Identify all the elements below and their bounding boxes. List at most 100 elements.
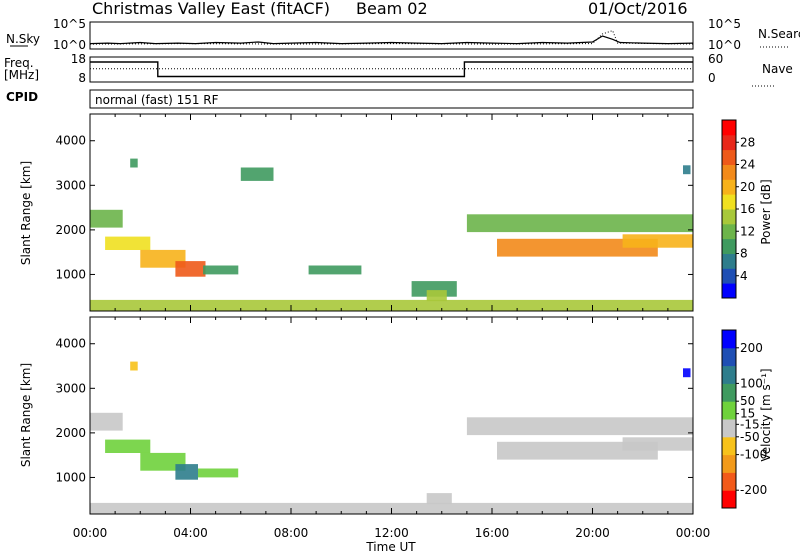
freq-left-tick-bottom: 8 [78,71,86,85]
time-tick-label: 12:00 [374,526,409,540]
power-colorbar-swatch [722,194,736,210]
time-tick-label: 00:00 [73,526,108,540]
noise-right-tick-bottom: 10^0 [708,38,741,52]
power-region [240,167,274,181]
power-panel: 1000 2000 3000 4000 Slant Range [km] 4 8 12 16… [19,113,773,312]
time-tick-label: 04:00 [173,526,208,540]
velocity-ytick-label: 2000 [55,426,86,440]
power-region [426,290,447,302]
date-title: 01/Oct/2016 [588,0,688,18]
velocity-region [683,368,691,378]
freq-left-label: Freq. [4,56,34,70]
noise-left-tick-top: 10^5 [53,17,86,31]
power-ylabel: Slant Range [km] [19,161,33,265]
power-colorbar-swatch [722,134,736,151]
power-region [683,165,691,175]
cpid-label: CPID [6,90,38,104]
beam-title: Beam 02 [356,0,428,18]
cpid-text: normal (fast) 151 RF [95,93,219,107]
velocity-colorbar-tick-label: 50 [740,394,755,408]
power-colorbar-tick-label: 4 [740,269,748,283]
power-colorbar: 4 8 12 16 20 24 28 [721,119,755,299]
time-tick-label: 16:00 [475,526,510,540]
velocity-region [105,439,151,453]
power-colorbar-tick-label: 28 [740,135,755,149]
velocity-colorbar-frame [721,329,737,509]
velocity-colorbar-tick-label: -50 [740,430,760,444]
freq-trace-freq [90,61,693,78]
velocity-ytick-label: 4000 [55,337,86,351]
freq-left-unit: [MHz] [4,68,39,82]
velocity-colorbar-tick-label: 200 [740,341,763,355]
power-heatmap [90,158,693,311]
velocity-panel: 1000 2000 3000 4000 Slant Range [km] -200 -1… [19,316,773,554]
velocity-region [130,361,138,371]
velocity-region [622,437,693,451]
freq-right-label: Nave [762,62,793,76]
power-region [466,214,693,233]
noise-panel-frame [89,21,694,50]
velocity-colorbar-label: Velocity [m s⁻¹] [759,368,773,461]
velocity-axes: 1000 2000 3000 4000 [55,317,694,514]
power-colorbar-tick-label: 24 [740,158,755,172]
power-region [175,261,206,277]
velocity-colorbar-tick-label: -100 [740,448,767,462]
power-region [308,265,362,275]
velocity-colorbar-swatch [722,419,736,438]
power-colorbar-swatch [722,223,736,240]
noise-left-tick-bottom: 10^0 [53,38,86,52]
velocity-colorbar-tick-label: -15 [740,417,760,431]
velocity-colorbar-swatch [722,490,736,509]
noise-left-label: N.Sky [6,32,40,46]
time-tick-label: 20:00 [575,526,610,540]
noise-right-tick-top: 10^5 [708,17,741,31]
power-panel-frame [89,113,694,312]
cpid-panel-frame [89,89,694,109]
power-ytick-label: 1000 [55,267,86,281]
freq-right-tick-top: 60 [708,52,723,66]
freq-panel-frame [89,56,694,83]
power-region [130,158,138,168]
velocity-colorbar-swatch [722,436,736,456]
velocity-colorbar-swatch [722,383,736,402]
velocity-heatmap [90,361,693,514]
velocity-ylabel: Slant Range [km] [19,363,33,467]
power-ytick-label: 3000 [55,178,86,192]
power-region [90,209,123,228]
velocity-colorbar-swatch [722,330,736,349]
cpid-panel: CPID normal (fast) 151 RF [6,89,694,109]
power-colorbar-tick-label: 8 [740,247,748,261]
power-colorbar-swatch [722,120,736,136]
power-colorbar-swatch [722,164,736,180]
freq-right-tick-bottom: 0 [708,71,716,85]
velocity-region [497,441,658,460]
power-colorbar-swatch [722,179,736,195]
power-colorbar-swatch [722,253,736,269]
power-colorbar-tick-label: 16 [740,202,755,216]
power-region [105,236,151,250]
velocity-ytick-label: 3000 [55,381,86,395]
power-colorbar-swatch [722,149,736,165]
power-colorbar-tick-label: 20 [740,180,755,194]
velocity-colorbar-tick-label: 15 [740,407,755,421]
power-region [497,238,658,257]
velocity-region [140,452,186,471]
noise-trace-sky [89,35,694,45]
power-colorbar-swatch [722,268,736,284]
freq-panel: Freq. [MHz] 18 8 60 0 Nave [4,52,793,87]
freq-left-tick-top: 18 [71,52,86,66]
velocity-region [175,464,198,480]
power-colorbar-swatch [722,238,736,254]
power-axes: 1000 2000 3000 4000 [55,114,694,311]
power-colorbar-tick-label: 12 [740,224,755,238]
velocity-region [426,493,452,505]
power-region [140,249,186,268]
power-ytick-label: 4000 [55,134,86,148]
time-axis-ticks: 00:00 04:00 08:00 12:00 16:00 20:00 00:00 [73,526,711,540]
velocity-colorbar-swatch [722,472,736,491]
freq-traces [90,61,693,78]
power-colorbar-swatch [722,283,736,299]
velocity-panel-frame [89,316,694,515]
